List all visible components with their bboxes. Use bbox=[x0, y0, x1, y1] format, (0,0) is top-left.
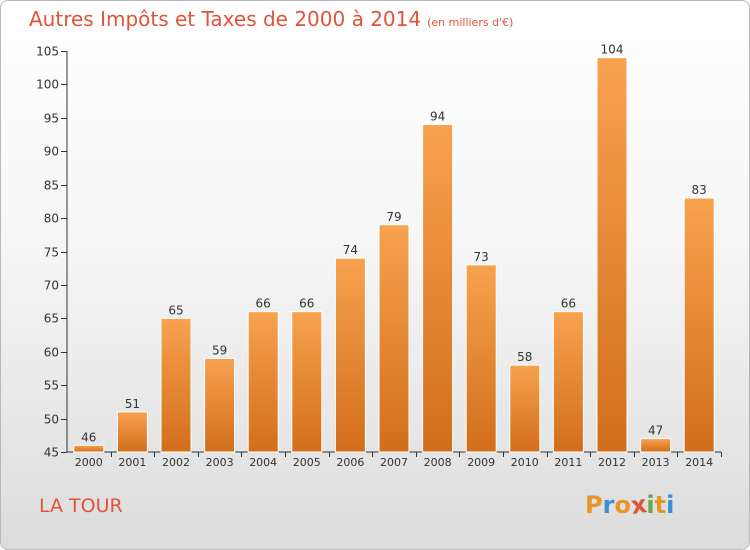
bar bbox=[116, 411, 148, 453]
bar bbox=[422, 124, 454, 453]
data-label: 66 bbox=[561, 297, 576, 311]
bar bbox=[291, 311, 323, 453]
x-tick-label: 2010 bbox=[511, 456, 539, 469]
data-label: 74 bbox=[343, 243, 358, 257]
x-tick-label: 2013 bbox=[642, 456, 670, 469]
x-tick-label: 2001 bbox=[118, 456, 146, 469]
y-tick-label: 45 bbox=[44, 446, 59, 460]
y-tick-label: 70 bbox=[44, 279, 59, 293]
logo-letter: i bbox=[646, 491, 655, 519]
y-tick-label: 60 bbox=[44, 346, 59, 360]
data-label: 46 bbox=[81, 430, 96, 444]
bar bbox=[204, 357, 236, 453]
data-label: 104 bbox=[601, 43, 624, 57]
x-tick-label: 2008 bbox=[424, 456, 452, 469]
logo-letter: t bbox=[654, 491, 667, 519]
x-tick-label: 2004 bbox=[249, 456, 277, 469]
bar bbox=[378, 224, 410, 453]
data-label: 79 bbox=[386, 210, 401, 224]
x-tick-label: 2006 bbox=[336, 456, 364, 469]
x-tick-label: 2011 bbox=[554, 456, 582, 469]
x-tick-label: 2005 bbox=[293, 456, 321, 469]
logo-letter: r bbox=[602, 491, 615, 519]
y-tick-label: 75 bbox=[44, 246, 59, 260]
y-tick-label: 105 bbox=[36, 45, 59, 59]
data-label: 94 bbox=[430, 110, 445, 124]
x-tick-label: 2007 bbox=[380, 456, 408, 469]
bar bbox=[73, 444, 105, 453]
y-tick-label: 50 bbox=[44, 413, 59, 427]
data-label: 66 bbox=[256, 297, 271, 311]
data-label: 58 bbox=[517, 350, 532, 364]
data-label: 59 bbox=[212, 343, 227, 357]
data-label: 83 bbox=[692, 183, 707, 197]
chart-data-labels: 46 51 65 59 66 66 74 79 94 73 58 66 104 47 83 bbox=[81, 43, 707, 445]
bar bbox=[160, 317, 192, 453]
bar bbox=[509, 364, 541, 453]
y-tick-label: 80 bbox=[44, 212, 59, 226]
logo-letter: i bbox=[666, 491, 675, 519]
chart-bars bbox=[73, 57, 715, 453]
bar bbox=[552, 311, 584, 453]
bar bbox=[683, 197, 715, 453]
x-tick-label: 2014 bbox=[685, 456, 713, 469]
bar bbox=[640, 438, 672, 453]
x-tick-label: 2009 bbox=[467, 456, 495, 469]
x-tick-label: 2012 bbox=[598, 456, 626, 469]
data-label: 51 bbox=[125, 397, 140, 411]
y-tick-label: 95 bbox=[44, 112, 59, 126]
data-label: 73 bbox=[474, 250, 489, 264]
logo-letter: o bbox=[614, 491, 631, 519]
x-tick-label: 2000 bbox=[75, 456, 103, 469]
chart-title-main: Autres Impôts et Taxes de 2000 à 2014 bbox=[29, 7, 422, 31]
data-label: 65 bbox=[168, 303, 183, 317]
x-tick-label: 2003 bbox=[206, 456, 234, 469]
bar bbox=[465, 264, 497, 453]
logo-letter: x bbox=[629, 490, 649, 520]
chart-axes: 45 50 55 60 65 70 75 80 85 90 95 100 105 2000 2001 2002… bbox=[36, 45, 722, 469]
logo-letter: P bbox=[585, 491, 603, 519]
data-label: 47 bbox=[648, 424, 663, 438]
y-tick-label: 65 bbox=[44, 312, 59, 326]
proxiti-logo: Proxiti bbox=[585, 490, 675, 520]
place-name: LA TOUR bbox=[39, 495, 123, 517]
y-tick-label: 55 bbox=[44, 379, 59, 393]
y-tick-label: 85 bbox=[44, 179, 59, 193]
y-tick-label: 100 bbox=[36, 78, 59, 92]
bar bbox=[247, 311, 279, 453]
data-label: 66 bbox=[299, 297, 314, 311]
bar bbox=[334, 257, 366, 453]
bar bbox=[596, 57, 628, 453]
chart-title: Autres Impôts et Taxes de 2000 à 2014 (en… bbox=[29, 7, 513, 31]
chart-title-unit: (en milliers d'€) bbox=[427, 16, 514, 29]
y-tick-label: 90 bbox=[44, 145, 59, 159]
x-tick-label: 2002 bbox=[162, 456, 190, 469]
